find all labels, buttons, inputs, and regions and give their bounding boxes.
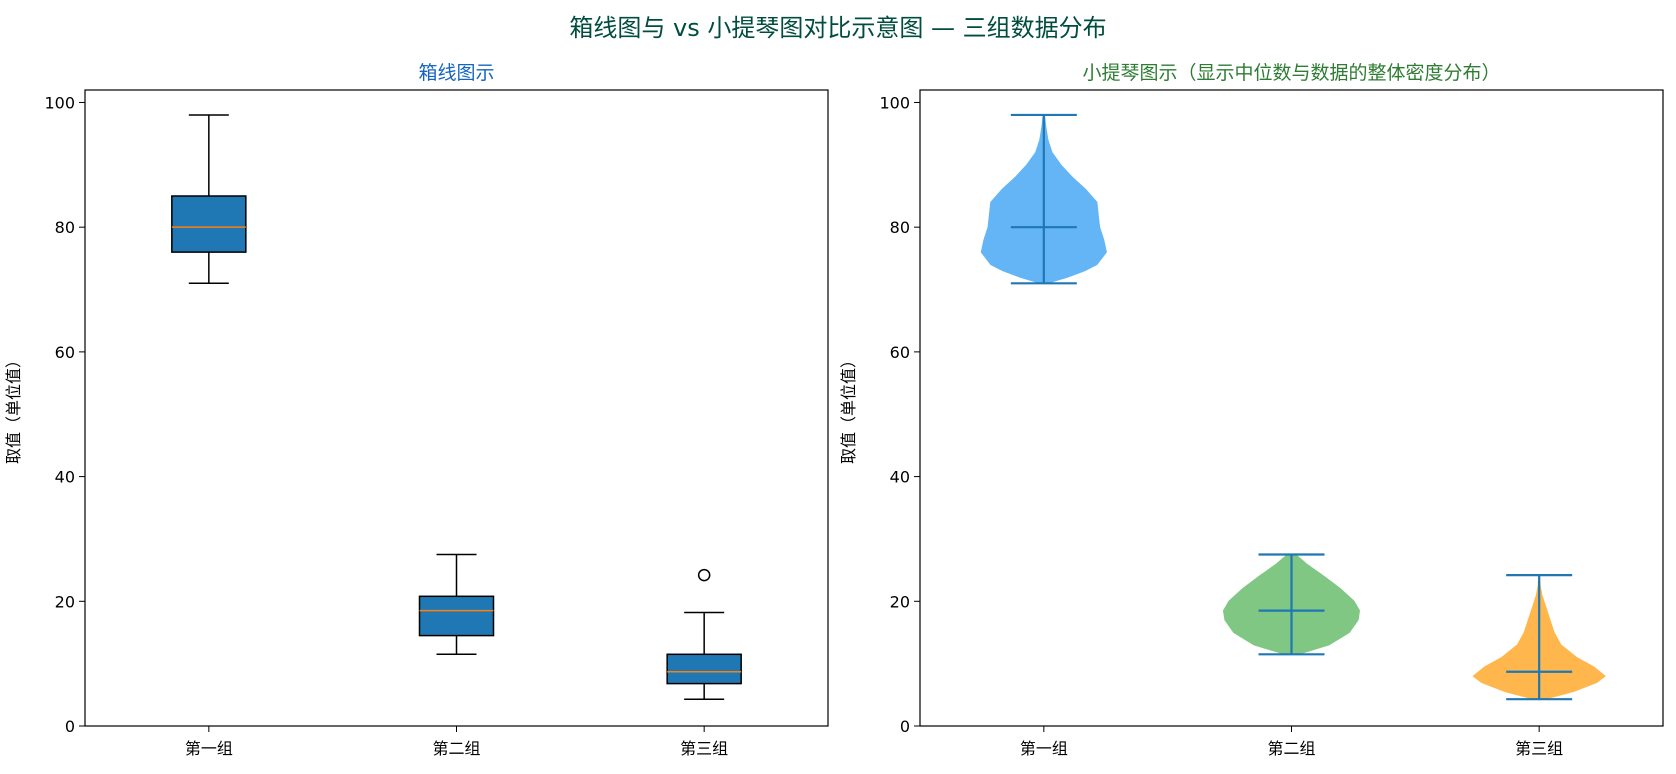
violin-1 [980,113,1107,285]
box-body [171,195,247,253]
x-tick-label: 第三组 [1515,739,1563,758]
outlier-point [697,568,711,582]
y-tick-label: 80 [55,218,75,237]
y-axis-label: 取值（单位值） [839,352,858,464]
x-tick-label: 第三组 [680,739,728,758]
y-tick-label: 40 [890,468,910,487]
y-tick-label: 60 [890,343,910,362]
subplot-title: 箱线图示 [418,62,494,84]
y-tick-label: 20 [890,592,910,611]
y-tick-label: 40 [55,468,75,487]
figure-title: 箱线图与 vs 小提琴图对比示意图 — 三组数据分布 [569,14,1107,42]
subplot-title: 小提琴图示（显示中位数与数据的整体密度分布） [1082,62,1500,84]
y-tick-label: 60 [55,343,75,362]
y-tick-label: 80 [890,218,910,237]
y-tick-label: 0 [65,717,75,736]
box-body [666,653,742,685]
y-tick-label: 0 [900,717,910,736]
subplot-2: 小提琴图示（显示中位数与数据的整体密度分布） 0 20 40 60 80 100 取值（单位值… [839,62,1664,758]
axes-frame [84,89,829,727]
violin-3 [1472,574,1606,701]
x-tick-label: 第一组 [1020,739,1068,758]
y-tick-label: 100 [879,93,910,112]
y-tick-label: 20 [55,592,75,611]
x-tick-label: 第二组 [1267,739,1315,758]
x-tick-label: 第一组 [185,739,233,758]
box-2 [418,553,495,656]
x-tick-label: 第二组 [432,739,480,758]
box-1 [171,114,247,285]
box-body [418,595,495,637]
subplot-1: 箱线图示 0 20 40 60 80 100 取值（单位值） 第一组 第二组 第三组 [4,62,829,758]
violin-2 [1223,553,1360,656]
box-3 [666,568,742,700]
y-tick-label: 100 [44,93,75,112]
axes-frame [919,89,1664,727]
y-axis-label: 取值（单位值） [4,352,23,464]
